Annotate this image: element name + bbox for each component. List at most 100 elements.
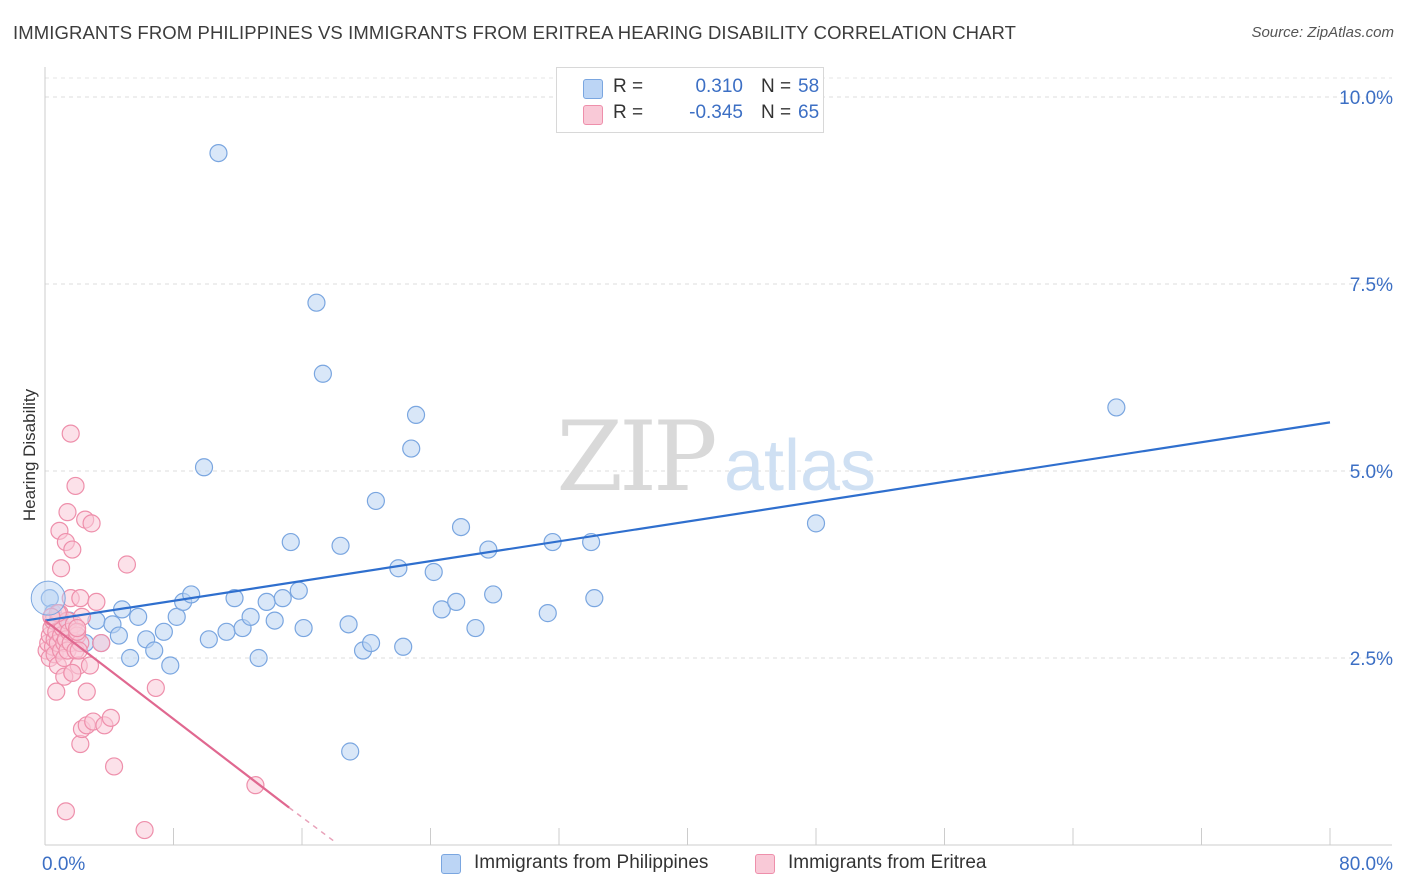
stats-legend: R = 0.310 N = 58 R = -0.345 N = 65 bbox=[556, 67, 824, 133]
point-philippines bbox=[182, 585, 201, 604]
point-philippines bbox=[361, 633, 381, 653]
point-philippines bbox=[225, 589, 244, 608]
point-philippines bbox=[217, 622, 236, 641]
bottom-legend-label-philippines: Immigrants from Philippines bbox=[474, 852, 709, 873]
point-eritrea bbox=[58, 503, 77, 522]
point-eritrea bbox=[77, 682, 96, 701]
watermark-atlas: atlas bbox=[724, 426, 876, 506]
point-philippines bbox=[145, 641, 164, 660]
point-eritrea bbox=[56, 802, 75, 821]
point-philippines bbox=[806, 514, 826, 533]
point-eritrea bbox=[61, 424, 80, 443]
point-eritrea bbox=[47, 682, 66, 701]
point-philippines bbox=[424, 562, 443, 582]
point-eritrea bbox=[87, 592, 106, 612]
legend-r-label: R = bbox=[613, 102, 644, 123]
point-philippines bbox=[307, 293, 326, 312]
point-philippines bbox=[479, 540, 498, 559]
y-tick-label: 2.5% bbox=[1350, 649, 1393, 670]
point-eritrea bbox=[71, 589, 90, 608]
y-tick-label: 5.0% bbox=[1350, 462, 1393, 483]
bottom-legend-swatch-eritrea bbox=[755, 854, 775, 874]
point-philippines bbox=[432, 600, 451, 619]
point-philippines bbox=[265, 611, 284, 630]
point-philippines bbox=[109, 626, 128, 645]
point-philippines bbox=[1107, 398, 1126, 417]
point-philippines bbox=[294, 618, 313, 638]
point-eritrea bbox=[63, 663, 82, 683]
point-philippines bbox=[194, 458, 214, 477]
point-philippines-large bbox=[30, 580, 66, 616]
point-philippines bbox=[281, 532, 300, 552]
legend-r-label: R = bbox=[613, 76, 644, 97]
point-philippines bbox=[451, 517, 471, 537]
point-eritrea bbox=[92, 633, 111, 653]
point-eritrea bbox=[51, 559, 71, 578]
x-tick-label: 0.0% bbox=[42, 854, 85, 875]
legend-r-value: -0.345 bbox=[689, 102, 743, 123]
series-layer bbox=[30, 144, 1331, 842]
point-philippines bbox=[121, 648, 140, 668]
point-eritrea bbox=[71, 734, 90, 754]
point-philippines bbox=[129, 607, 148, 626]
point-philippines bbox=[154, 622, 173, 641]
point-philippines bbox=[466, 618, 485, 638]
trendline-eritrea-extension bbox=[288, 806, 335, 842]
point-eritrea bbox=[63, 540, 82, 559]
point-philippines bbox=[394, 637, 413, 656]
point-eritrea bbox=[101, 708, 120, 727]
point-eritrea bbox=[135, 820, 154, 840]
point-eritrea bbox=[104, 757, 124, 776]
point-philippines bbox=[161, 656, 180, 675]
gridlines bbox=[45, 77, 1392, 659]
point-philippines bbox=[167, 607, 186, 626]
y-tick-label: 7.5% bbox=[1350, 275, 1393, 296]
y-tick-labels: 2.5% 5.0% 7.5% 10.0% bbox=[1339, 88, 1393, 670]
x-tick-label: 80.0% bbox=[1339, 854, 1393, 875]
legend-r-value: 0.310 bbox=[695, 76, 743, 97]
legend-n-label: N = bbox=[761, 76, 792, 97]
point-eritrea bbox=[69, 641, 88, 660]
legend-n-value: 58 bbox=[798, 76, 820, 97]
chart-source: Source: ZipAtlas.com bbox=[1251, 24, 1394, 41]
point-philippines bbox=[249, 648, 268, 668]
point-eritrea bbox=[80, 656, 100, 675]
trendline-philippines bbox=[44, 421, 1331, 622]
point-philippines bbox=[339, 615, 358, 634]
point-philippines bbox=[366, 491, 385, 511]
point-philippines bbox=[538, 604, 557, 623]
point-eritrea bbox=[82, 514, 101, 533]
point-philippines bbox=[241, 607, 260, 626]
point-philippines bbox=[257, 592, 276, 612]
point-philippines bbox=[585, 589, 604, 608]
chart-title: IMMIGRANTS FROM PHILIPPINES VS IMMIGRANT… bbox=[13, 22, 1017, 43]
x-tick-labels: 0.0% 80.0% bbox=[42, 854, 1393, 875]
point-philippines bbox=[273, 589, 292, 608]
point-philippines bbox=[289, 581, 308, 600]
point-philippines bbox=[341, 742, 360, 761]
point-eritrea bbox=[146, 678, 165, 698]
point-eritrea bbox=[66, 476, 85, 496]
bottom-legend-label-eritrea: Immigrants from Eritrea bbox=[788, 852, 987, 873]
y-axis-label: Hearing Disability bbox=[20, 388, 39, 522]
legend-swatch-philippines bbox=[583, 79, 603, 99]
legend-n-label: N = bbox=[761, 102, 792, 123]
watermark-zip: ZIP bbox=[556, 401, 715, 513]
trendline-eritrea bbox=[44, 619, 290, 809]
point-philippines bbox=[389, 559, 408, 578]
point-philippines bbox=[447, 592, 466, 612]
point-philippines bbox=[402, 439, 421, 458]
point-philippines bbox=[406, 405, 426, 424]
point-philippines bbox=[199, 630, 218, 649]
point-eritrea bbox=[117, 555, 137, 574]
point-eritrea bbox=[246, 776, 265, 795]
watermark: ZIP atlas bbox=[556, 401, 876, 513]
legend-swatch-eritrea bbox=[583, 105, 603, 125]
axes bbox=[44, 67, 1392, 846]
legend-n-value: 65 bbox=[798, 102, 820, 123]
bottom-legend-swatch-philippines bbox=[441, 854, 461, 874]
y-tick-label: 10.0% bbox=[1339, 88, 1393, 109]
point-philippines bbox=[313, 364, 332, 383]
point-philippines bbox=[331, 536, 350, 555]
